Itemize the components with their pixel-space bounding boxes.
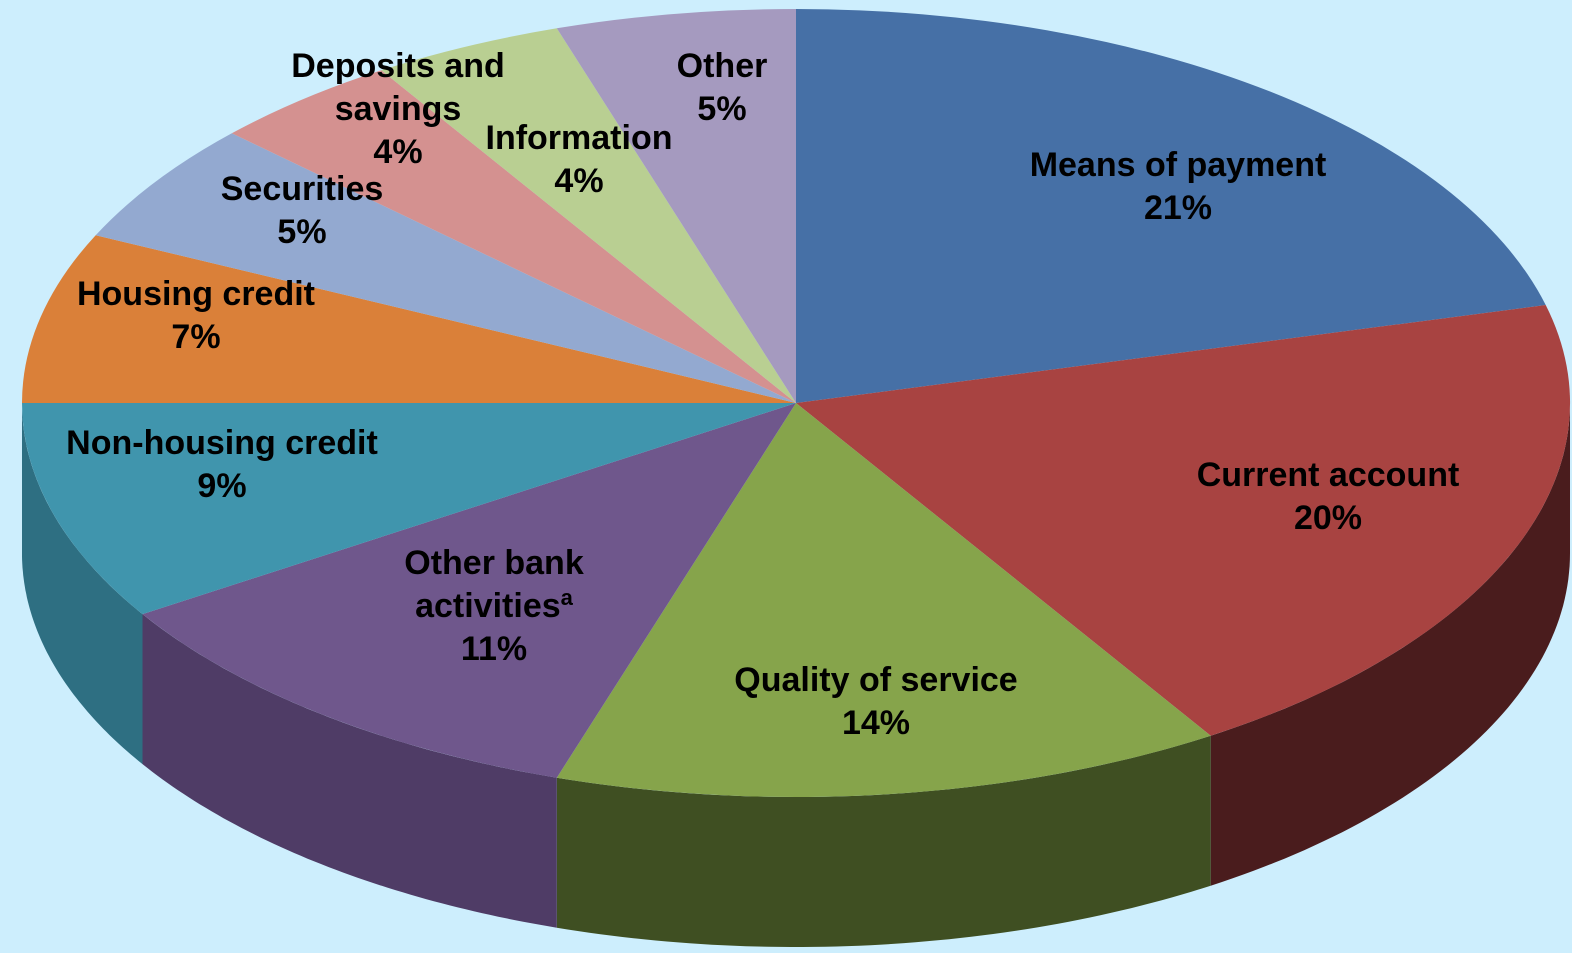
pie-sides <box>22 403 1570 947</box>
slice-label-housing-credit: Housing credit 7% <box>77 275 315 356</box>
slice-label-superscript: a <box>561 585 574 610</box>
slice-label-non-housing-credit: Non-housing credit 9% <box>66 424 378 505</box>
pie-slice-current-account <box>796 305 1571 736</box>
slice-label-other-bank-activities: Other bank activitiesa 11% <box>404 544 584 668</box>
slice-label-line: Deposits and <box>291 47 504 85</box>
slice-label-information: Information 4% <box>486 119 673 200</box>
slice-value: 4% <box>554 162 603 200</box>
slice-value: 5% <box>697 90 746 128</box>
pie-slice-other-bank-activities <box>142 403 796 778</box>
pie-side-non-housing-credit <box>22 403 143 765</box>
slice-label-line: savings <box>335 90 462 128</box>
slice-value: 5% <box>277 213 326 251</box>
slice-label-line: Current account <box>1197 456 1460 494</box>
slice-label-line: Information <box>486 119 673 157</box>
slice-value: 14% <box>842 704 910 742</box>
slice-label-current-account: Current account 20% <box>1197 456 1460 537</box>
slice-value: 9% <box>197 467 246 505</box>
slice-label-line: Other bank <box>404 544 584 582</box>
slice-value: 21% <box>1144 189 1212 227</box>
slice-label-line: Quality of service <box>734 661 1017 699</box>
pie-side-quality-of-service <box>556 735 1211 947</box>
slice-label-means-of-payment: Means of payment 21% <box>1030 146 1327 227</box>
pie-slice-housing-credit <box>22 235 796 403</box>
slice-label-line: Other <box>677 47 768 85</box>
slice-value: 20% <box>1294 499 1362 537</box>
slice-label-line: activities <box>415 587 561 625</box>
pie-slice-information <box>381 28 796 404</box>
slice-label-quality-of-service: Quality of service 14% <box>734 661 1017 742</box>
slice-value: 4% <box>373 133 422 171</box>
pie-slice-non-housing-credit <box>22 403 796 615</box>
slice-label-deposits-and-savings: Deposits and savings 4% <box>291 47 504 171</box>
pie-side-other-bank-activities <box>142 614 557 928</box>
slice-label-securities: Securities 5% <box>221 170 384 251</box>
slice-value: 7% <box>171 318 220 356</box>
slice-label-line: Securities <box>221 170 384 208</box>
pie-slice-deposits-and-savings <box>231 70 797 404</box>
slice-label-line: Non-housing credit <box>66 424 378 462</box>
pie-slices <box>22 9 1571 798</box>
slice-label-line: Housing credit <box>77 275 315 313</box>
pie-side-current-account <box>1210 403 1570 886</box>
slice-value: 11% <box>461 630 527 668</box>
pie-slice-securities <box>95 133 796 404</box>
slice-label-line: Means of payment <box>1030 146 1327 184</box>
slice-label-other: Other 5% <box>677 47 768 128</box>
pie-labels: Means of payment 21% Current account 20% Qua… <box>66 47 1459 742</box>
pie-slice-quality-of-service <box>556 403 1211 798</box>
pie-slice-means-of-payment <box>796 9 1546 403</box>
pie-slice-other <box>556 9 796 403</box>
